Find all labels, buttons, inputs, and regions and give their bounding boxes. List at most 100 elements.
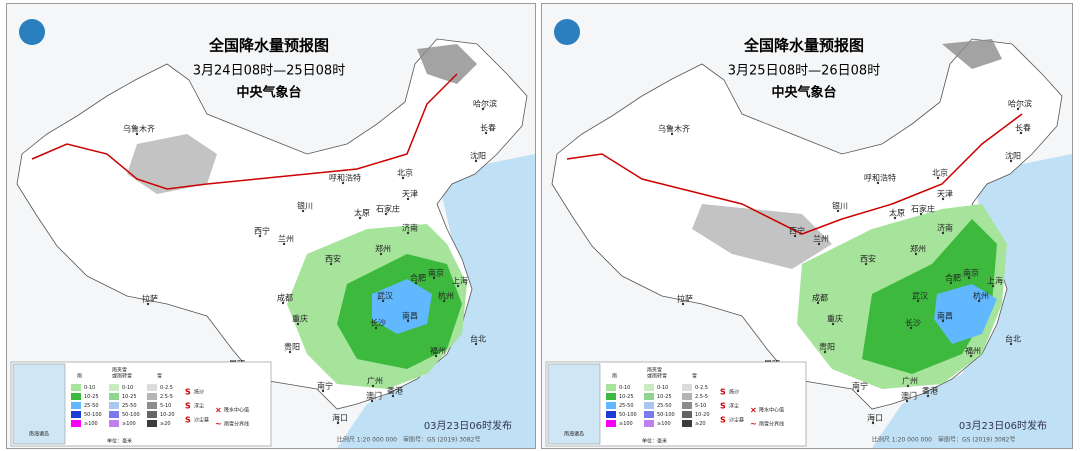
city-dot bbox=[341, 181, 345, 185]
legend-swatch bbox=[644, 393, 654, 400]
city-dot bbox=[1009, 342, 1013, 346]
legend-label: 10-25 bbox=[84, 394, 99, 400]
city-label: 南昌 bbox=[402, 311, 418, 321]
city-label: 杭州 bbox=[438, 291, 454, 301]
city-dot bbox=[941, 319, 945, 323]
city-dot bbox=[288, 350, 292, 354]
city-dot bbox=[670, 132, 674, 136]
city-dot bbox=[434, 354, 438, 358]
legend-swatch bbox=[682, 393, 692, 400]
legend-label: 25-50 bbox=[84, 403, 99, 409]
legend-unit: 单位：毫米 bbox=[107, 438, 132, 445]
city-dot bbox=[856, 389, 860, 393]
city-label: 西宁 bbox=[254, 226, 270, 236]
legend-swatch bbox=[147, 420, 157, 427]
city-label: 济南 bbox=[402, 223, 418, 233]
legend-swatch bbox=[109, 384, 119, 391]
legend-label: 0-10 bbox=[122, 385, 133, 391]
legend-label: 10-20 bbox=[695, 412, 710, 418]
city-label: 长春 bbox=[480, 123, 496, 133]
city-dot bbox=[474, 342, 478, 346]
legend-swatch bbox=[644, 402, 654, 409]
city-label: 香港 bbox=[922, 386, 938, 396]
legend-label: 25-50 bbox=[122, 403, 137, 409]
city-dot bbox=[281, 301, 285, 305]
city-dot bbox=[381, 299, 385, 303]
city-dot bbox=[379, 252, 383, 256]
city-dot bbox=[864, 262, 868, 266]
legend-head: 雪 bbox=[157, 374, 162, 380]
city-label: 石家庄 bbox=[376, 204, 400, 214]
city-dot bbox=[949, 281, 953, 285]
city-label: 西安 bbox=[860, 254, 876, 264]
legend-head: 雨 bbox=[77, 374, 82, 380]
city-label: 兰州 bbox=[813, 234, 829, 244]
snow-area bbox=[692, 204, 832, 269]
city-label: 合肥 bbox=[410, 273, 426, 283]
city-dot bbox=[876, 181, 880, 185]
legend-head: 雨夹雪 bbox=[647, 367, 662, 374]
legend-label: 雨雪分界线 bbox=[759, 421, 784, 428]
city-label: 乌鲁木齐 bbox=[658, 124, 690, 134]
legend-head: 或雨转雪 bbox=[112, 373, 132, 380]
legend-label: 0-2.5 bbox=[160, 385, 173, 391]
legend-swatch bbox=[606, 420, 616, 427]
city-label: 成都 bbox=[812, 293, 828, 303]
legend-symbol: S bbox=[185, 402, 191, 411]
city-dot bbox=[916, 299, 920, 303]
legend-label: 浮尘 bbox=[194, 403, 204, 410]
city-label: 香港 bbox=[387, 386, 403, 396]
issuer: 中央气象台 bbox=[236, 85, 301, 101]
city-dot bbox=[296, 322, 300, 326]
city-dot bbox=[484, 131, 488, 135]
legend-label: ≥20 bbox=[695, 421, 706, 427]
legend-label: 50-100 bbox=[619, 412, 637, 418]
legend-swatch bbox=[644, 411, 654, 418]
city-label: 广州 bbox=[367, 376, 383, 386]
city-dot bbox=[374, 326, 378, 330]
city-label: 太原 bbox=[354, 208, 370, 218]
legend-label: 5-10 bbox=[160, 403, 171, 409]
city-label: 贵阳 bbox=[284, 342, 300, 352]
legend-swatch bbox=[109, 393, 119, 400]
legend-symbol: ~ bbox=[750, 420, 757, 429]
city-label: 兰州 bbox=[278, 234, 294, 244]
legend-swatch bbox=[109, 420, 119, 427]
city-dot bbox=[336, 421, 340, 425]
snow-area bbox=[942, 39, 1002, 69]
period: 3月25日08时—26日08时 bbox=[728, 64, 880, 79]
legend-label: 降水中心值 bbox=[224, 407, 249, 414]
legend-label: 沙尘暴 bbox=[729, 417, 744, 424]
legend-label: 降水中心值 bbox=[759, 407, 784, 414]
legend-swatch bbox=[606, 393, 616, 400]
legend-swatch bbox=[682, 402, 692, 409]
city-label: 哈尔滨 bbox=[473, 99, 497, 109]
legend-label: 0-10 bbox=[84, 385, 95, 391]
legend-swatch bbox=[147, 393, 157, 400]
city-dot bbox=[905, 399, 909, 403]
city-dot bbox=[936, 176, 940, 180]
city-label: 上海 bbox=[452, 276, 468, 286]
city-label: 拉萨 bbox=[677, 294, 693, 304]
city-label: 郑州 bbox=[375, 244, 391, 254]
city-label: 福州 bbox=[430, 347, 446, 356]
city-label: 长春 bbox=[1015, 123, 1031, 133]
legend-label: 10-25 bbox=[657, 394, 672, 400]
legend-label: 10-25 bbox=[122, 394, 137, 400]
city-dot bbox=[871, 421, 875, 425]
legend-label: 50-100 bbox=[84, 412, 102, 418]
legend-symbol: × bbox=[215, 406, 222, 415]
city-label: 银川 bbox=[832, 201, 848, 211]
city-label: 成都 bbox=[277, 293, 293, 303]
legend-swatch bbox=[682, 420, 692, 427]
snow-area bbox=[417, 44, 477, 84]
legend-label: 25-50 bbox=[619, 403, 634, 409]
city-label: 海口 bbox=[332, 413, 348, 423]
city-label: 西安 bbox=[325, 254, 341, 264]
city-label: 澳门 bbox=[366, 391, 382, 401]
legend-swatch bbox=[71, 402, 81, 409]
legend-swatch bbox=[71, 420, 81, 427]
city-dot bbox=[401, 176, 405, 180]
legend-swatch bbox=[147, 411, 157, 418]
